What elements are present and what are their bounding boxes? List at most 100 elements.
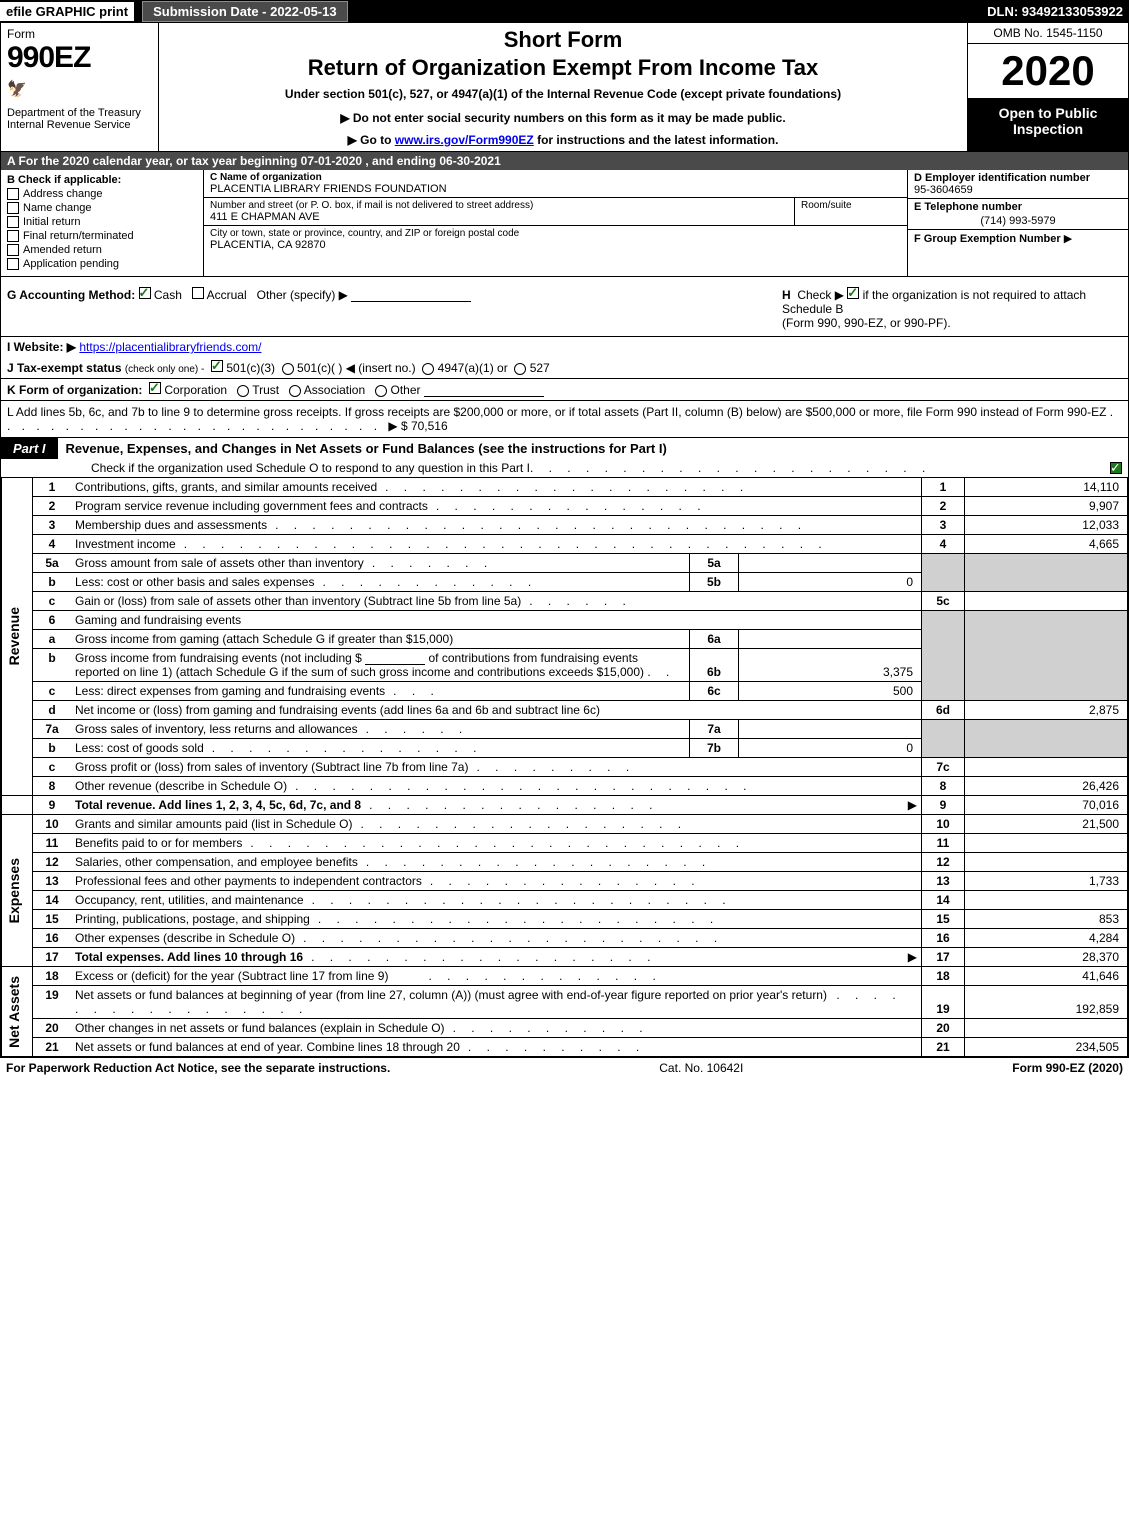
form-number: 990EZ [7,41,152,75]
section-a-bar: A For the 2020 calendar year, or tax yea… [1,152,1128,170]
checkbox-name-change[interactable] [7,202,19,214]
g-other-input[interactable] [351,289,471,302]
checkbox-schedule-o[interactable] [1110,462,1122,474]
checkbox-h[interactable] [847,287,859,299]
line-6b-no: b [33,649,72,682]
radio-other[interactable] [375,385,387,397]
b-opt-4: Amended return [23,244,102,256]
arrow-icon: ▶ [908,798,917,812]
checkbox-corporation[interactable] [149,382,161,394]
expenses-label: Expenses [2,815,33,967]
website-link[interactable]: https://placentialibraryfriends.com/ [79,340,261,354]
line-6a-sv [739,630,922,649]
line-13-rn: 13 [922,872,965,891]
line-4-desc: Investment income [75,537,176,551]
checkbox-accrual[interactable] [192,287,204,299]
line-18-no: 18 [33,967,72,986]
short-form-title: Short Form [165,27,961,53]
checkbox-application-pending[interactable] [7,258,19,270]
f-label: F Group Exemption Number [914,233,1061,245]
line-3-val: 12,033 [965,516,1128,535]
checkbox-cash[interactable] [139,287,151,299]
line-5b-sv: 0 [739,573,922,592]
line-14-desc: Occupancy, rent, utilities, and maintena… [75,893,304,907]
radio-trust[interactable] [237,385,249,397]
line-9-rn: 9 [922,796,965,815]
radio-4947[interactable] [422,363,434,375]
e-label: E Telephone number [914,201,1122,213]
form-word: Form [7,27,152,41]
goto-prefix: ▶ Go to [348,133,395,147]
arrow-icon-17: ▶ [908,950,917,964]
line-7a-sv [739,720,922,739]
line-6b-desc1: Gross income from fundraising events (no… [75,651,362,665]
org-name: PLACENTIA LIBRARY FRIENDS FOUNDATION [210,183,901,195]
d-label: D Employer identification number [914,172,1122,184]
k-other-input[interactable] [424,384,544,397]
form-header: Form 990EZ 🦅 Department of the Treasury … [1,23,1128,152]
checkbox-amended-return[interactable] [7,244,19,256]
line-4-val: 4,665 [965,535,1128,554]
dln-number: DLN: 93492133053922 [987,4,1129,19]
f-arrow: ▶ [1064,233,1072,245]
checkbox-initial-return[interactable] [7,216,19,228]
k-opt1: Corporation [164,383,227,397]
line-6d-desc: Net income or (loss) from gaming and fun… [71,701,922,720]
line-3-rn: 3 [922,516,965,535]
line-18-val: 41,646 [965,967,1128,986]
line-2-desc: Program service revenue including govern… [75,499,428,513]
line-7a-no: 7a [33,720,72,739]
line-13-no: 13 [33,872,72,891]
k-label: K Form of organization: [7,383,142,397]
g-label: G Accounting Method: [7,288,135,302]
line-8-desc: Other revenue (describe in Schedule O) [75,779,287,793]
line-6b-input[interactable] [365,652,425,665]
checkbox-501c3[interactable] [211,360,223,372]
line-17-rn: 17 [922,948,965,967]
line-16-val: 4,284 [965,929,1128,948]
line-7c-desc: Gross profit or (loss) from sales of inv… [75,760,468,774]
part-i-sub-text: Check if the organization used Schedule … [91,461,530,475]
line-21-rn: 21 [922,1038,965,1057]
line-20-no: 20 [33,1019,72,1038]
line-10-rn: 10 [922,815,965,834]
radio-501c[interactable] [282,363,294,375]
line-7a-sn: 7a [690,720,739,739]
line-19-val: 192,859 [965,986,1128,1019]
line-5a-sv [739,554,922,573]
radio-527[interactable] [514,363,526,375]
org-address: 411 E CHAPMAN AVE [210,211,788,223]
line-2-rn: 2 [922,497,965,516]
g-cash: Cash [154,288,182,302]
line-5b-desc: Less: cost or other basis and sales expe… [75,575,314,589]
line-15-rn: 15 [922,910,965,929]
b-opt-1: Name change [23,202,92,214]
radio-association[interactable] [289,385,301,397]
line-14-no: 14 [33,891,72,910]
footer-left: For Paperwork Reduction Act Notice, see … [6,1061,390,1075]
footer-cat: Cat. No. 10642I [659,1061,743,1075]
eagle-icon: 🦅 [7,79,152,99]
line-13-desc: Professional fees and other payments to … [75,874,422,888]
part-i-title: Revenue, Expenses, and Changes in Net As… [58,438,1128,459]
line-8-val: 26,426 [965,777,1128,796]
irs-link[interactable]: www.irs.gov/Form990EZ [395,133,534,147]
part-i-subtitle: Check if the organization used Schedule … [1,459,1128,477]
line-5b-no: b [33,573,72,592]
efile-print-button[interactable]: efile GRAPHIC print [0,2,134,21]
line-6a-no: a [33,630,72,649]
block-c: C Name of organization PLACENTIA LIBRARY… [204,170,908,276]
line-14-rn: 14 [922,891,965,910]
checkbox-final-return[interactable] [7,230,19,242]
k-opt2: Trust [252,383,279,397]
line-8-rn: 8 [922,777,965,796]
b-opt-0: Address change [23,188,103,200]
b-opt-5: Application pending [23,258,119,270]
line-18-desc: Excess or (deficit) for the year (Subtra… [75,969,388,983]
c-city-label: City or town, state or province, country… [210,228,901,239]
line-5b-sn: 5b [690,573,739,592]
line-2-val: 9,907 [965,497,1128,516]
checkbox-address-change[interactable] [7,188,19,200]
goto-line: ▶ Go to www.irs.gov/Form990EZ for instru… [165,133,961,147]
line-10-val: 21,500 [965,815,1128,834]
